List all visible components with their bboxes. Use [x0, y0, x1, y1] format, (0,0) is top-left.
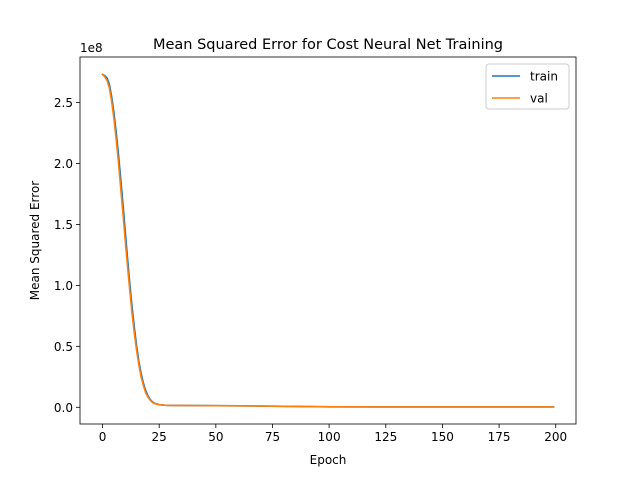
y-tick-label: 0.0: [54, 401, 73, 415]
plot-area: [80, 57, 576, 424]
y-tick-label: 1.5: [54, 218, 73, 232]
chart-title: Mean Squared Error for Cost Neural Net T…: [153, 37, 503, 53]
x-tick-label: 150: [431, 430, 454, 444]
y-axis-label: Mean Squared Error: [28, 181, 42, 301]
y-tick-label: 1.0: [54, 279, 73, 293]
x-tick-label: 50: [208, 430, 223, 444]
legend: train val: [485, 63, 570, 110]
y-axis: 0.0 0.5 1.0 1.5 2.0 2.5: [54, 96, 80, 415]
axes-frame: [79, 56, 577, 425]
y-axis-offset-label: 1e8: [80, 41, 103, 55]
x-tick-label: 125: [374, 430, 397, 444]
legend-items: train val: [492, 70, 558, 106]
x-axis: 0 25 50 75 100 125 150 175 200: [99, 424, 567, 444]
series-layer: [101, 73, 555, 408]
x-tick-label: 75: [265, 430, 280, 444]
x-axis-label: Epoch: [310, 453, 347, 467]
legend-label-train: train: [530, 70, 558, 84]
x-tick-label: 100: [318, 430, 341, 444]
x-tick-label: 175: [488, 430, 511, 444]
y-tick-label: 0.5: [54, 340, 73, 354]
series-line-val: [101, 73, 555, 408]
y-tick-label: 2.0: [54, 157, 73, 171]
y-tick-label: 2.5: [54, 96, 73, 110]
x-tick-label: 25: [152, 430, 167, 444]
x-tick-label: 0: [99, 430, 107, 444]
legend-label-val: val: [530, 92, 548, 106]
x-tick-label: 200: [544, 430, 567, 444]
